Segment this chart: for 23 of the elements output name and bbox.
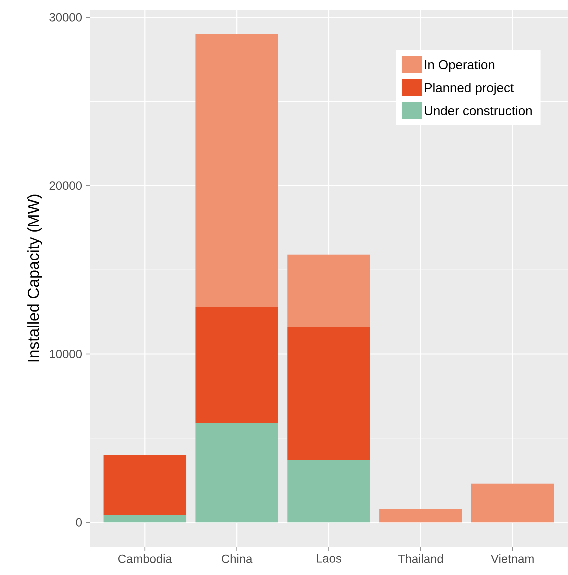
y-tick-label: 20000 [50, 182, 82, 190]
legend-label: Planned project [425, 83, 514, 96]
bar [471, 484, 554, 523]
bar [288, 460, 370, 523]
bar [288, 327, 370, 460]
bar [196, 307, 278, 424]
bar [196, 423, 278, 523]
x-tick-label: Thailand [398, 554, 444, 564]
x-tick-label: China [222, 554, 253, 564]
bar [380, 509, 462, 523]
bar [288, 254, 370, 328]
bar [104, 455, 187, 516]
y-tick-label: 10000 [50, 350, 82, 358]
bar [196, 34, 278, 308]
x-tick-label: Vietnam [491, 554, 534, 564]
y-axis-title: Installed Capacity (MW) [28, 194, 42, 362]
y-tick-label: 0 [76, 518, 82, 527]
bar [104, 515, 187, 523]
y-tick-label: 30000 [50, 13, 82, 22]
x-tick-label: Cambodia [118, 554, 172, 564]
legend-label: Under construction [425, 106, 532, 116]
legend-label: In Operation [425, 60, 495, 72]
x-tick-label: Laos [317, 554, 342, 563]
